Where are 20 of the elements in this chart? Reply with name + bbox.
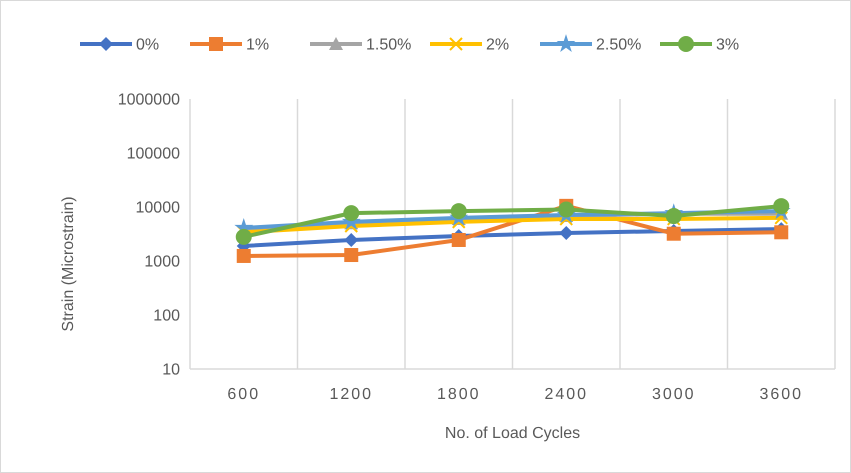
x-tick-label: 1200: [329, 386, 374, 403]
y-tick-label: 100: [153, 308, 180, 325]
x-tick-label: 2400: [544, 386, 588, 403]
y-axis-title: Strain (Microstrain): [60, 196, 77, 332]
y-tick-label: 1000000: [118, 92, 180, 109]
x-axis-title: No. of Load Cycles: [444, 425, 580, 442]
y-tick-label: 100000: [126, 146, 180, 163]
x-tick-label: 600: [227, 386, 260, 403]
legend-label: 2%: [486, 36, 510, 54]
x-tick-label: 1800: [436, 386, 481, 403]
legend-label: 1.50%: [366, 36, 412, 54]
x-tick-label: 3000: [652, 386, 696, 403]
legend-label: 1%: [246, 36, 270, 54]
legend-label: 2.50%: [596, 36, 642, 54]
y-tick-label: 10: [162, 362, 180, 379]
y-tick-label: 10000: [136, 200, 180, 217]
y-tick-label: 1000: [144, 254, 180, 271]
legend-label: 0%: [136, 36, 160, 54]
legend-label: 3%: [716, 36, 740, 54]
x-tick-label: 3600: [759, 386, 804, 403]
